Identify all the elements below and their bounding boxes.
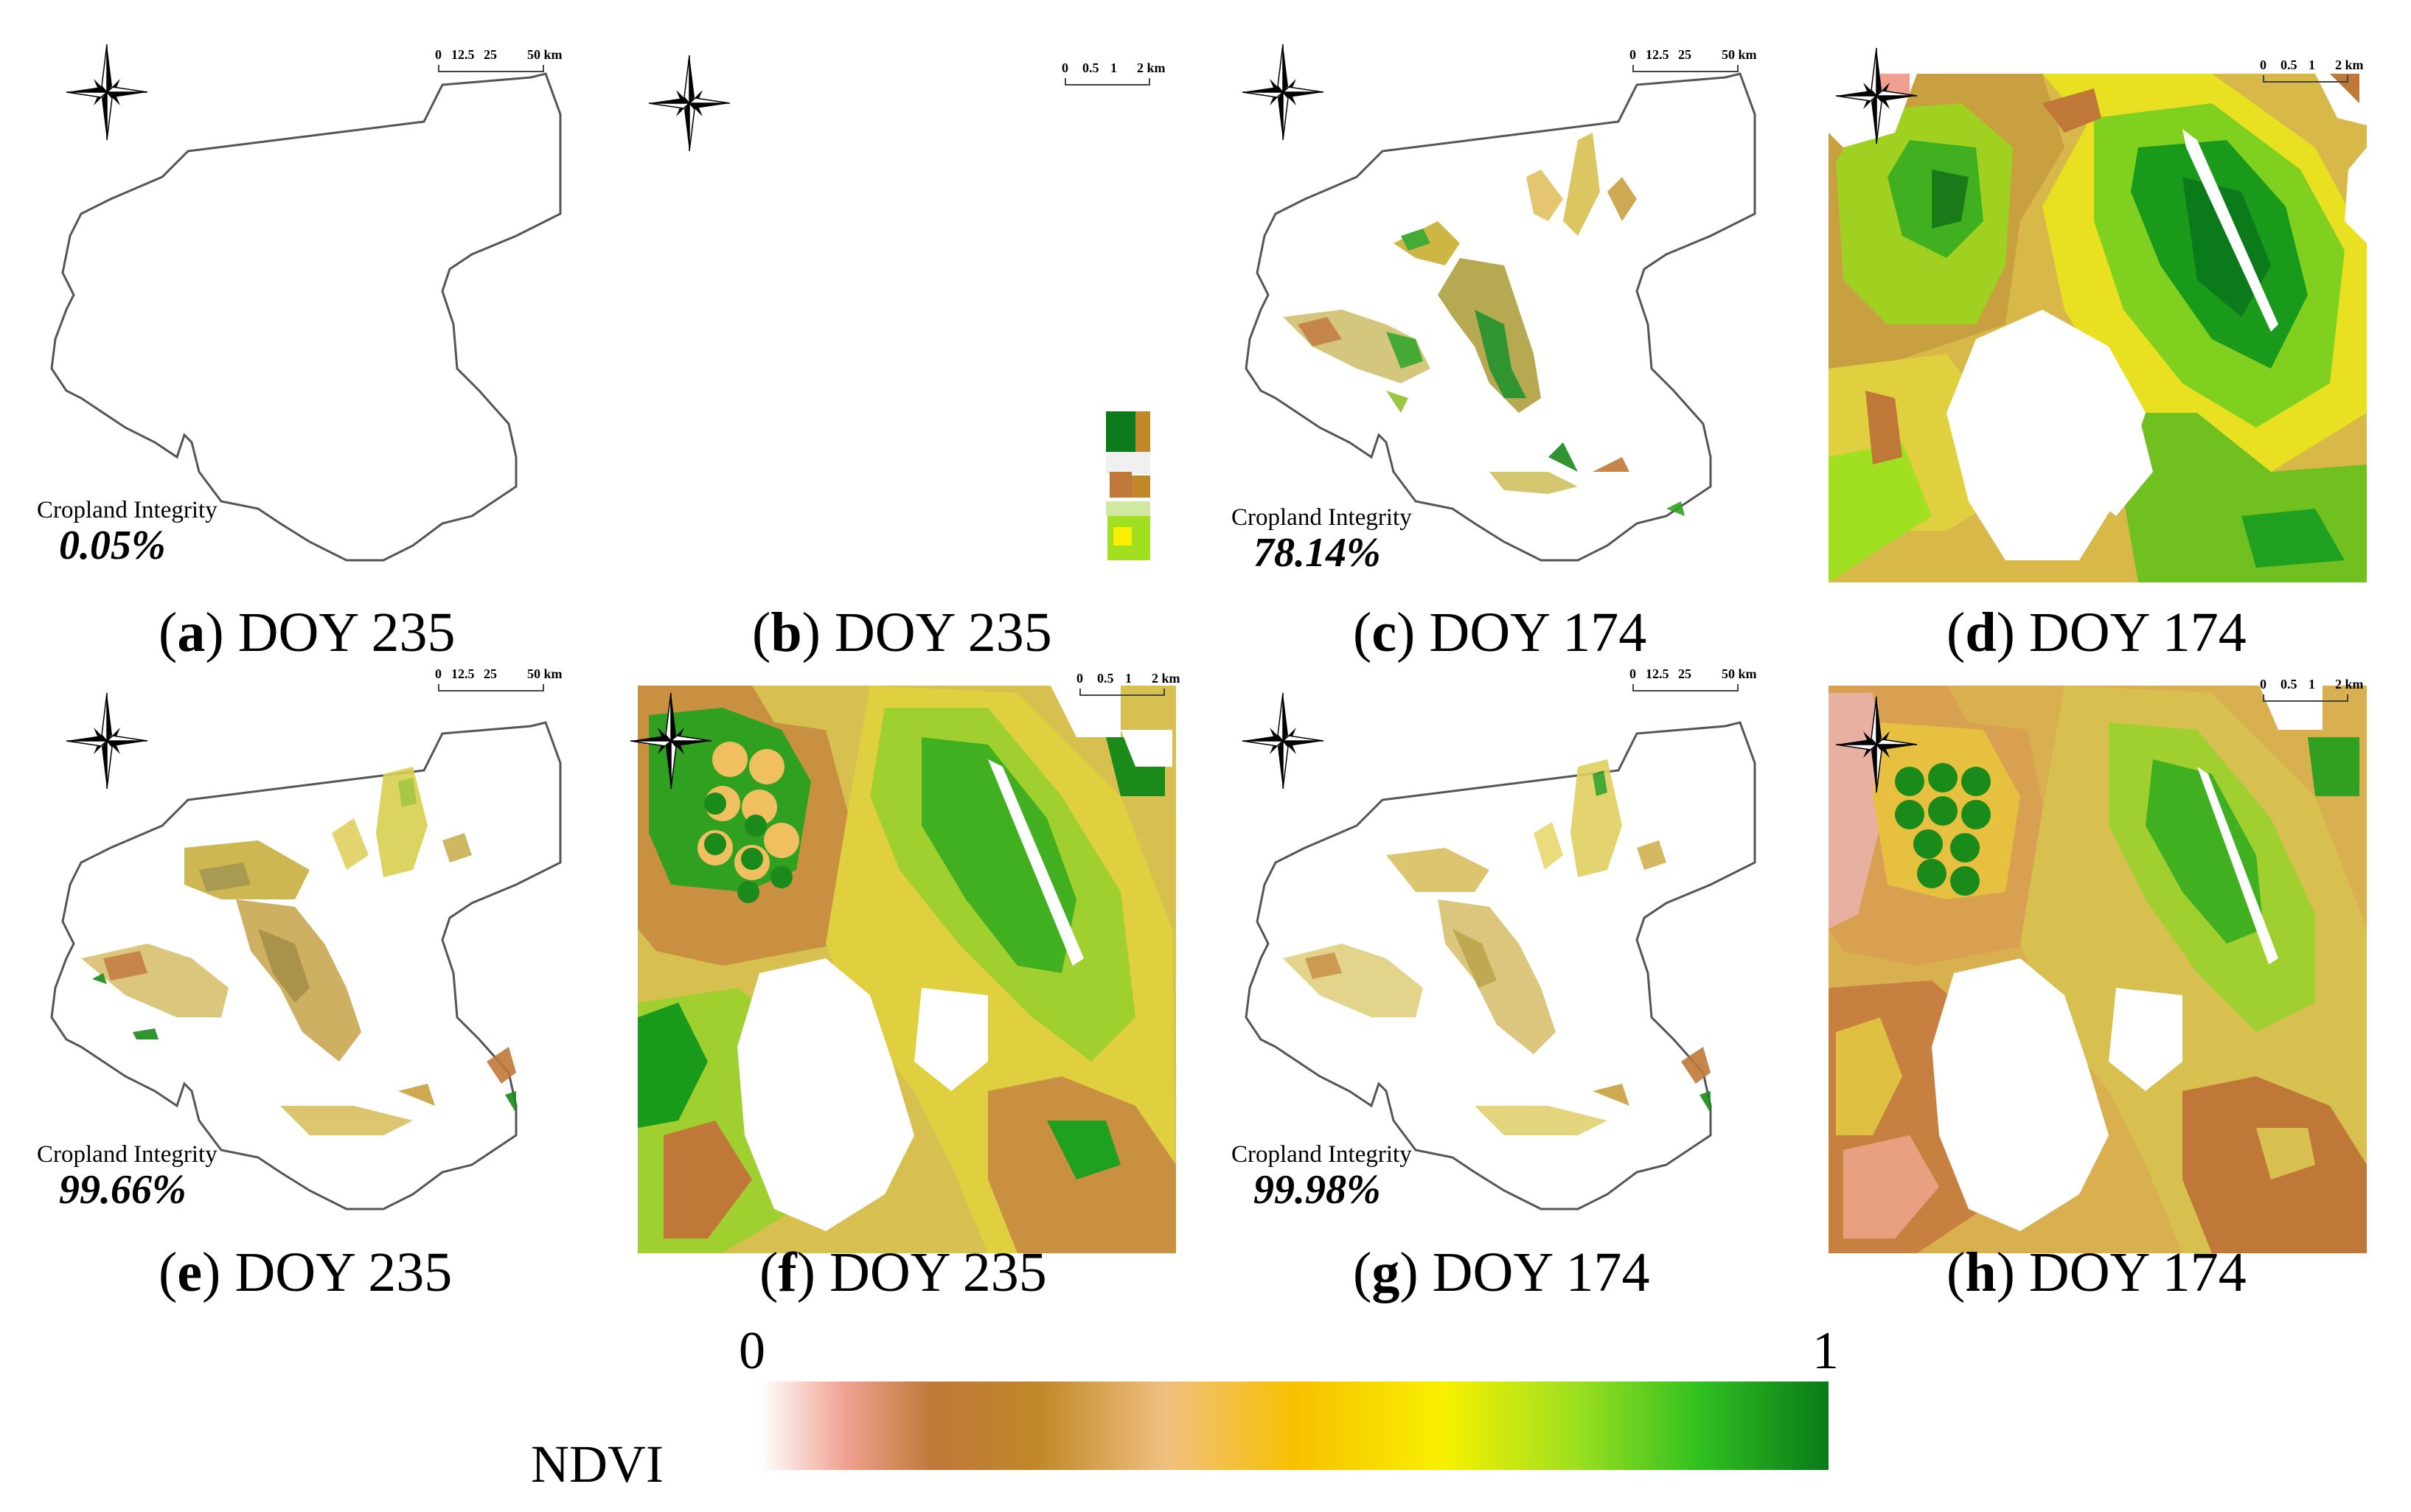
- compass-rose-icon: [63, 689, 151, 792]
- ndvi-detail-map: [638, 678, 1176, 1253]
- compass-rose-icon: [1239, 689, 1327, 792]
- compass-rose-icon: [1832, 44, 1921, 147]
- panel-a: 0 12.5 25 50 km Cropland Integrity 0.05%…: [0, 0, 605, 661]
- ndvi-detail-map: [1829, 678, 2367, 1253]
- integrity-value: 0.05%: [59, 523, 166, 568]
- integrity-label: Cropland Integrity: [1231, 504, 1412, 531]
- integrity-label: Cropland Integrity: [1231, 1141, 1412, 1168]
- colorbar-title: NDVI: [531, 1435, 664, 1494]
- panel-caption: (f) DOY 235: [759, 1241, 1047, 1303]
- ndvi-colorbar: [761, 1382, 1829, 1470]
- compass-rose-icon: [627, 689, 715, 792]
- scale-bar: 0 0.5 1 2 km: [1076, 671, 1180, 700]
- scale-bar: 0 12.5 25 50 km: [1629, 666, 1757, 696]
- panel-f: 0 0.5 1 2 km (f) DOY 235: [605, 649, 1194, 1303]
- panel-caption: (d) DOY 174: [1946, 602, 2247, 663]
- scale-bar: 0 12.5 25 50 km: [1629, 47, 1757, 77]
- panel-caption: (h) DOY 174: [1946, 1241, 2247, 1303]
- scale-bar: 0 12.5 25 50 km: [435, 47, 563, 77]
- panel-d: 0 0.5 1 2 km (d) DOY 174: [1799, 0, 2411, 661]
- panel-e: 0 12.5 25 50 km Cropland Integrity 99.66…: [0, 649, 605, 1303]
- ndvi-fragment: [1106, 411, 1150, 560]
- region-ndvi-map: [1245, 721, 1756, 1210]
- scale-bar: 0 0.5 1 2 km: [2260, 677, 2364, 706]
- ndvi-detail-map: [1829, 74, 2367, 582]
- region-ndvi-map: [1245, 72, 1756, 562]
- panel-b: 0 0.5 1 2 km (b) DOY 235: [605, 0, 1194, 661]
- integrity-label: Cropland Integrity: [37, 497, 218, 523]
- colorbar-max-label: 1: [1812, 1321, 1839, 1380]
- scale-bar: 0 0.5 1 2 km: [2260, 58, 2364, 87]
- integrity-value: 99.66%: [59, 1167, 187, 1213]
- scale-bar: 0 0.5 1 2 km: [1062, 60, 1166, 90]
- panel-g: 0 12.5 25 50 km Cropland Integrity 99.98…: [1194, 649, 1799, 1303]
- panel-caption: (b) DOY 235: [752, 602, 1052, 663]
- integrity-value: 78.14%: [1253, 530, 1381, 576]
- panel-caption: (a) DOY 235: [159, 602, 456, 663]
- compass-rose-icon: [63, 41, 151, 144]
- panel-h: 0 0.5 1 2 km (h) DOY 174: [1799, 649, 2411, 1303]
- scale-bar: 0 12.5 25 50 km: [435, 666, 563, 696]
- integrity-value: 99.98%: [1253, 1167, 1381, 1213]
- compass-rose-icon: [1832, 693, 1921, 796]
- colorbar-min-label: 0: [739, 1321, 765, 1380]
- integrity-label: Cropland Integrity: [37, 1141, 218, 1168]
- region-ndvi-map: [50, 721, 562, 1210]
- compass-rose-icon: [1239, 41, 1327, 144]
- panel-caption: (c) DOY 174: [1353, 602, 1647, 663]
- panel-caption: (e) DOY 235: [159, 1241, 453, 1303]
- panel-c: 0 12.5 25 50 km Cropland Integrity 78.14…: [1194, 0, 1799, 661]
- panel-caption: (g) DOY 174: [1353, 1241, 1650, 1303]
